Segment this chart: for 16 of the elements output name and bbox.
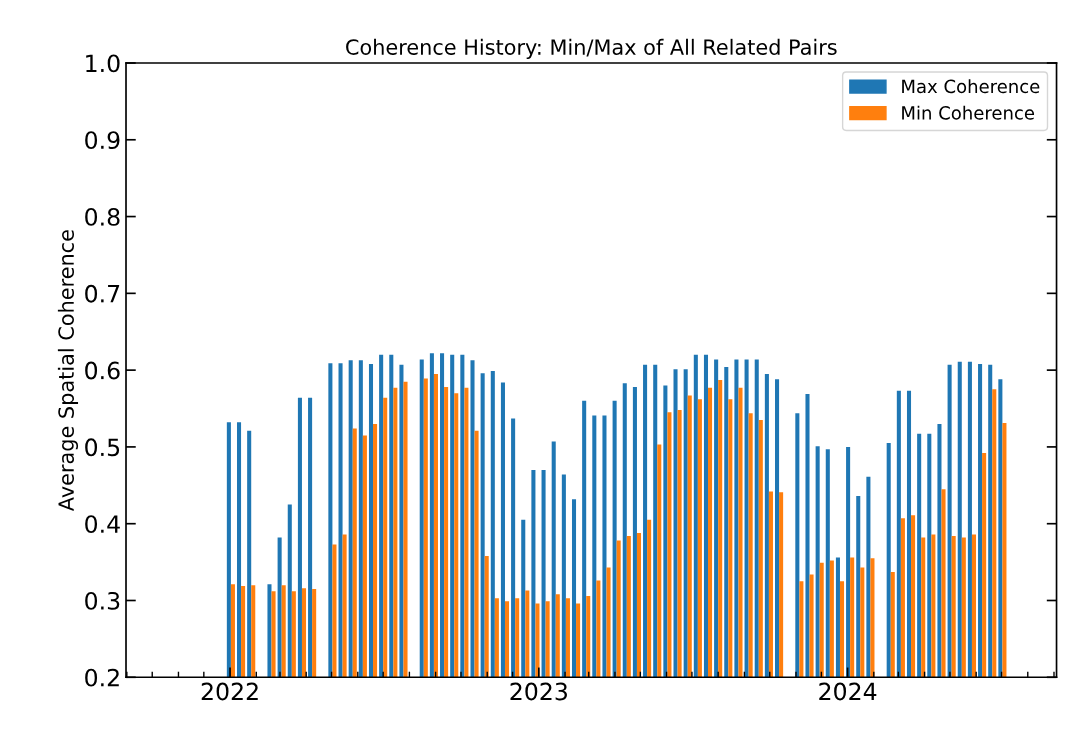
legend-label: Max Coherence	[902, 79, 1040, 94]
y-tick-label: 0.2	[85, 668, 119, 687]
x-tick-label: 2022	[201, 682, 258, 701]
legend-label: Min Coherence	[902, 105, 1035, 120]
x-tick-label: 2023	[510, 682, 567, 701]
y-axis-title: Average Spatial Coherence	[57, 230, 79, 512]
x-tick-label: 2024	[819, 682, 877, 701]
y-tick-label: 0.9	[85, 131, 120, 150]
y-tick-label: 1.0	[86, 54, 120, 73]
y-tick-label: 0.6	[85, 361, 120, 380]
y-tick-label: 0.7	[85, 284, 120, 303]
y-tick-label: 0.3	[85, 591, 120, 610]
y-tick-label: 0.4	[85, 515, 120, 534]
chart-title: Coherence History: Min/Max of All Related Pairs	[346, 38, 837, 59]
y-tick-label: 0.8	[85, 208, 120, 226]
y-tick-label: 0.5	[85, 438, 120, 457]
